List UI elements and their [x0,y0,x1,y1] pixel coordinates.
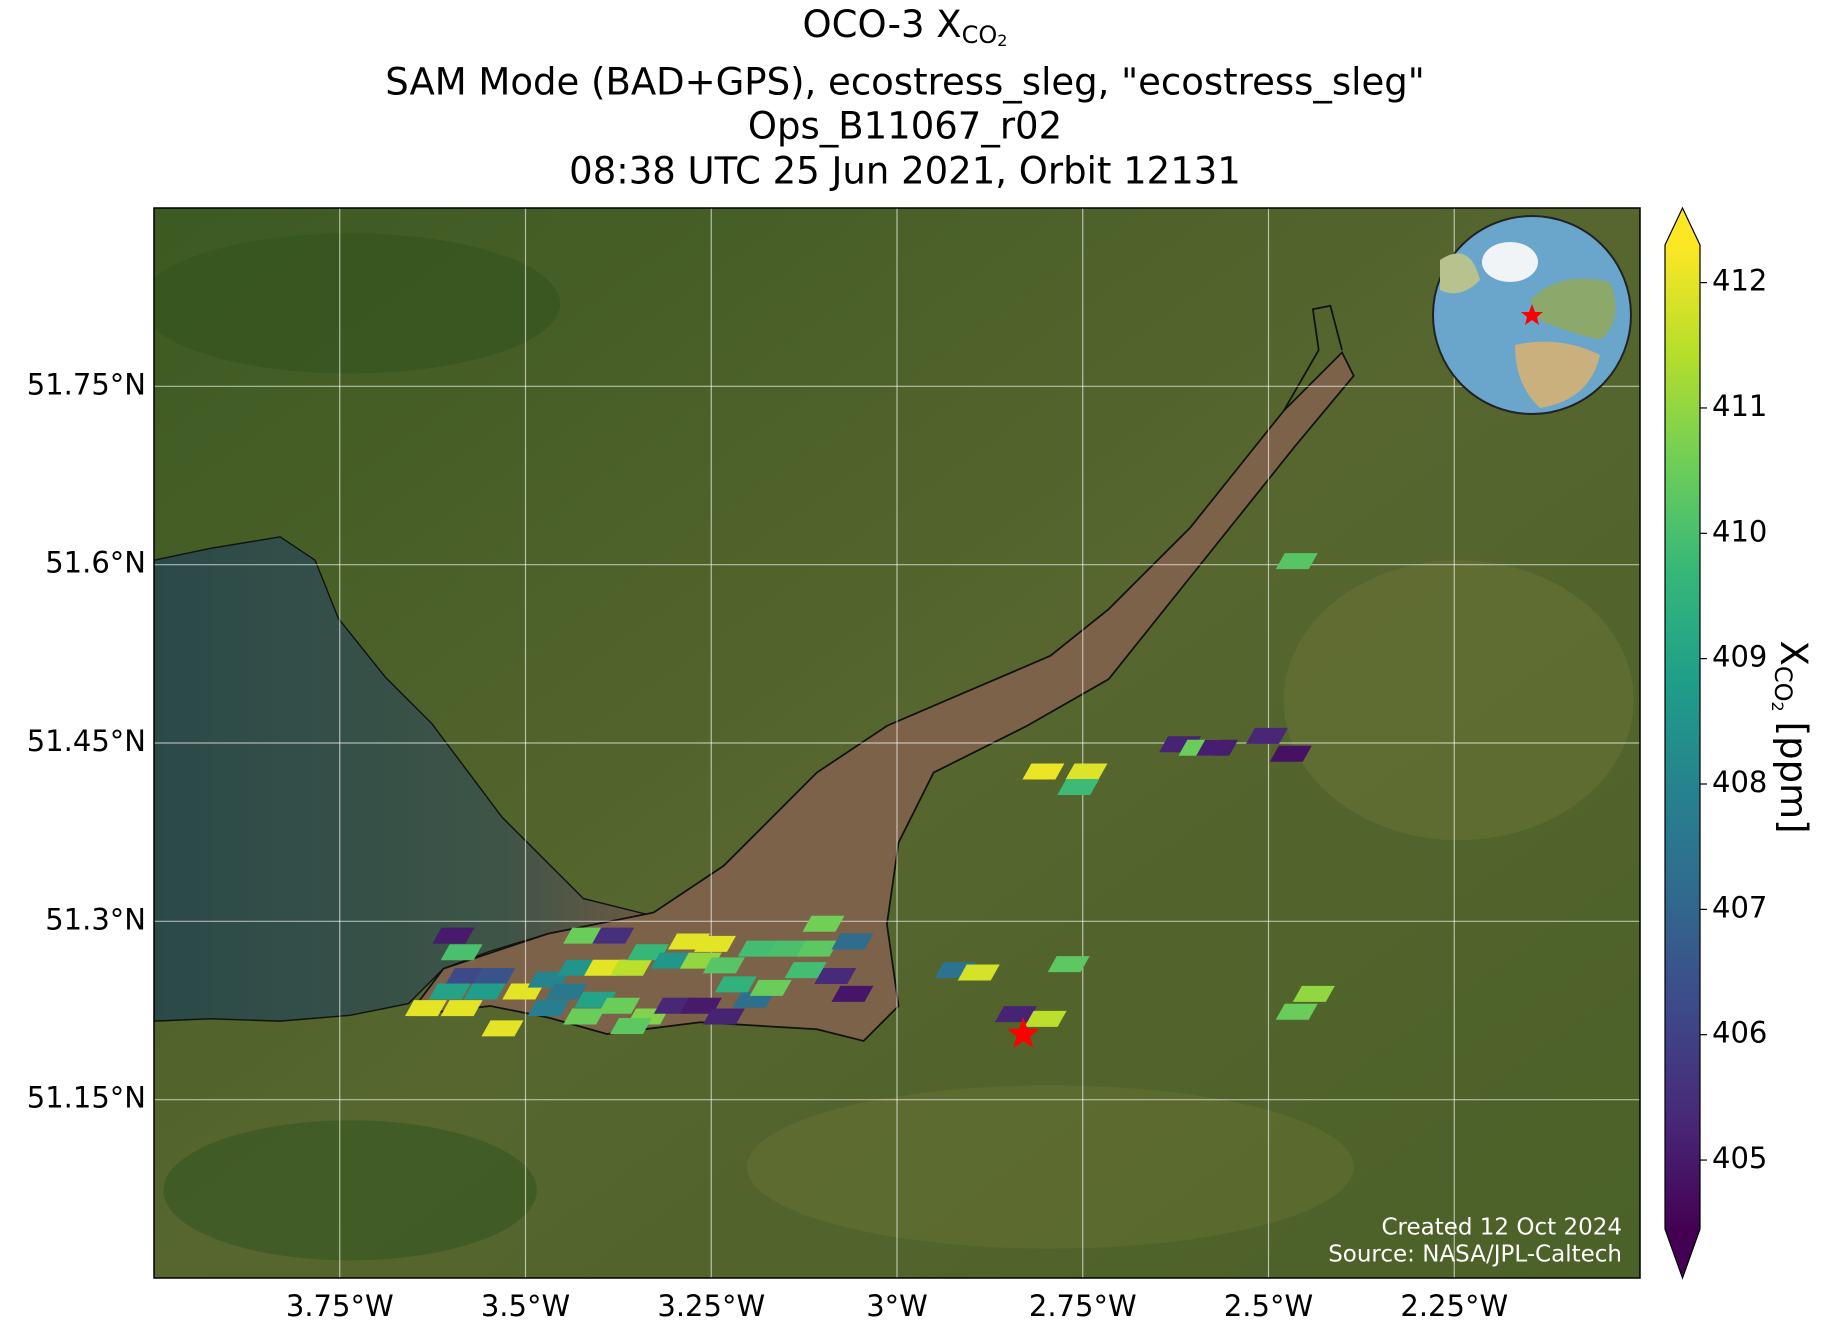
sounding [831,985,874,1002]
title-line-1: OCO-3 XCO2 [803,3,1008,50]
sounding [957,964,1000,981]
sounding [1275,1003,1318,1020]
sounding [598,997,641,1014]
credit-created: Created 12 Oct 2024 [1381,1215,1622,1241]
sounding [1065,763,1108,780]
bristol-channel [154,536,654,1022]
colorbar-tick-label: 412 [1712,264,1767,298]
sounding [1196,739,1239,756]
sounding [737,940,780,957]
globe-target [1521,304,1543,325]
sounding [831,933,874,950]
sounding [404,1000,447,1017]
colorbar-tick-label: 411 [1712,389,1767,423]
y-tick-label: 51.6°N [45,546,146,580]
river-severn [1282,304,1343,412]
globe-ice [1482,242,1538,282]
sounding [440,1000,483,1017]
sounding [432,927,475,944]
colorbar-tick-label: 406 [1712,1016,1767,1050]
colorbar-label-sub: CO [1769,666,1797,702]
x-tick-label: 2.75°W [1029,1289,1137,1323]
x-tick-label: 2.5°W [1224,1289,1313,1323]
title-subsubscript: 2 [997,31,1007,50]
sounding [563,1008,606,1025]
x-tick-label: 3.5°W [481,1289,570,1323]
farmland [1283,560,1634,841]
hills [154,233,561,374]
colorbar: 405 406 407 408 409 410 411 412 [1664,206,1767,1280]
sounding [702,1008,745,1025]
map-frame [153,207,1641,1279]
globe-land [1515,341,1600,408]
sounding [784,962,827,979]
colorbar-tick-label: 409 [1712,640,1767,674]
globe-land [1530,278,1616,340]
farmland [746,1085,1354,1249]
sounding [1024,1010,1067,1027]
y-tick-label: 51.45°N [27,724,146,758]
colorbar-label: XCO2 [ppm] [1769,640,1816,833]
y-tick-label: 51.3°N [45,902,146,936]
inset-globe [1432,215,1632,415]
title-line-2: SAM Mode (BAD+GPS), ecostress_sleg, "eco… [385,61,1424,104]
x-tick-label: 3.75°W [286,1289,394,1323]
colorbar-tick-label: 408 [1712,765,1767,799]
sounding [527,1000,570,1017]
sounding [610,1017,653,1034]
colorbar-outline [1664,206,1701,1280]
y-tick-label: 51.15°N [27,1081,146,1115]
sounding [749,979,792,996]
colorbar-label-symbol: X [1773,640,1816,665]
sounding [428,983,471,1000]
credit-source: Source: NASA/JPL-Caltech [1328,1242,1622,1268]
colorbar-label-units: [ppm] [1773,722,1816,834]
sounding [1022,763,1065,780]
sounding [463,983,506,1000]
sounding [1269,745,1312,762]
colorbar-tick-label: 405 [1712,1141,1767,1175]
sounding [714,976,757,993]
target-star [1007,1017,1040,1049]
sounding [796,940,839,957]
sounding [610,959,653,976]
sounding [802,915,845,932]
sounding [1292,985,1335,1002]
x-tick-label: 2.25°W [1400,1289,1508,1323]
sounding [994,1006,1037,1023]
x-tick-label: 3°W [866,1289,928,1323]
sounding [702,957,745,974]
y-tick-label: 51.75°N [27,367,146,401]
hills [163,1120,537,1261]
sounding [592,927,635,944]
sounding [693,935,736,952]
sounding [1246,727,1289,744]
sounding [545,983,588,1000]
title-line-4: 08:38 UTC 25 Jun 2021, Orbit 12131 [569,150,1241,193]
title-text: OCO-3 X [803,3,962,46]
colorbar-label-subsub: 2 [1769,701,1788,711]
colorbar-extend-max [1665,208,1700,245]
colorbar-extend-min [1665,1229,1700,1278]
globe-land [1440,253,1480,294]
soundings [404,553,1335,1049]
sounding [440,944,483,961]
sounding [1275,553,1318,570]
title-subscript: CO [962,21,998,49]
colorbar-tick-label: 410 [1712,514,1767,548]
sounding [473,968,516,985]
title-line-3: Ops_B11067_r02 [748,105,1062,148]
sounding [1057,778,1100,795]
sounding [1047,956,1090,973]
colorbar-body [1665,245,1700,1229]
grid [154,208,1640,1278]
colorbar-tick-label: 407 [1712,890,1767,924]
sounding [481,1020,524,1037]
sounding [814,968,857,985]
x-tick-label: 3.25°W [657,1289,765,1323]
